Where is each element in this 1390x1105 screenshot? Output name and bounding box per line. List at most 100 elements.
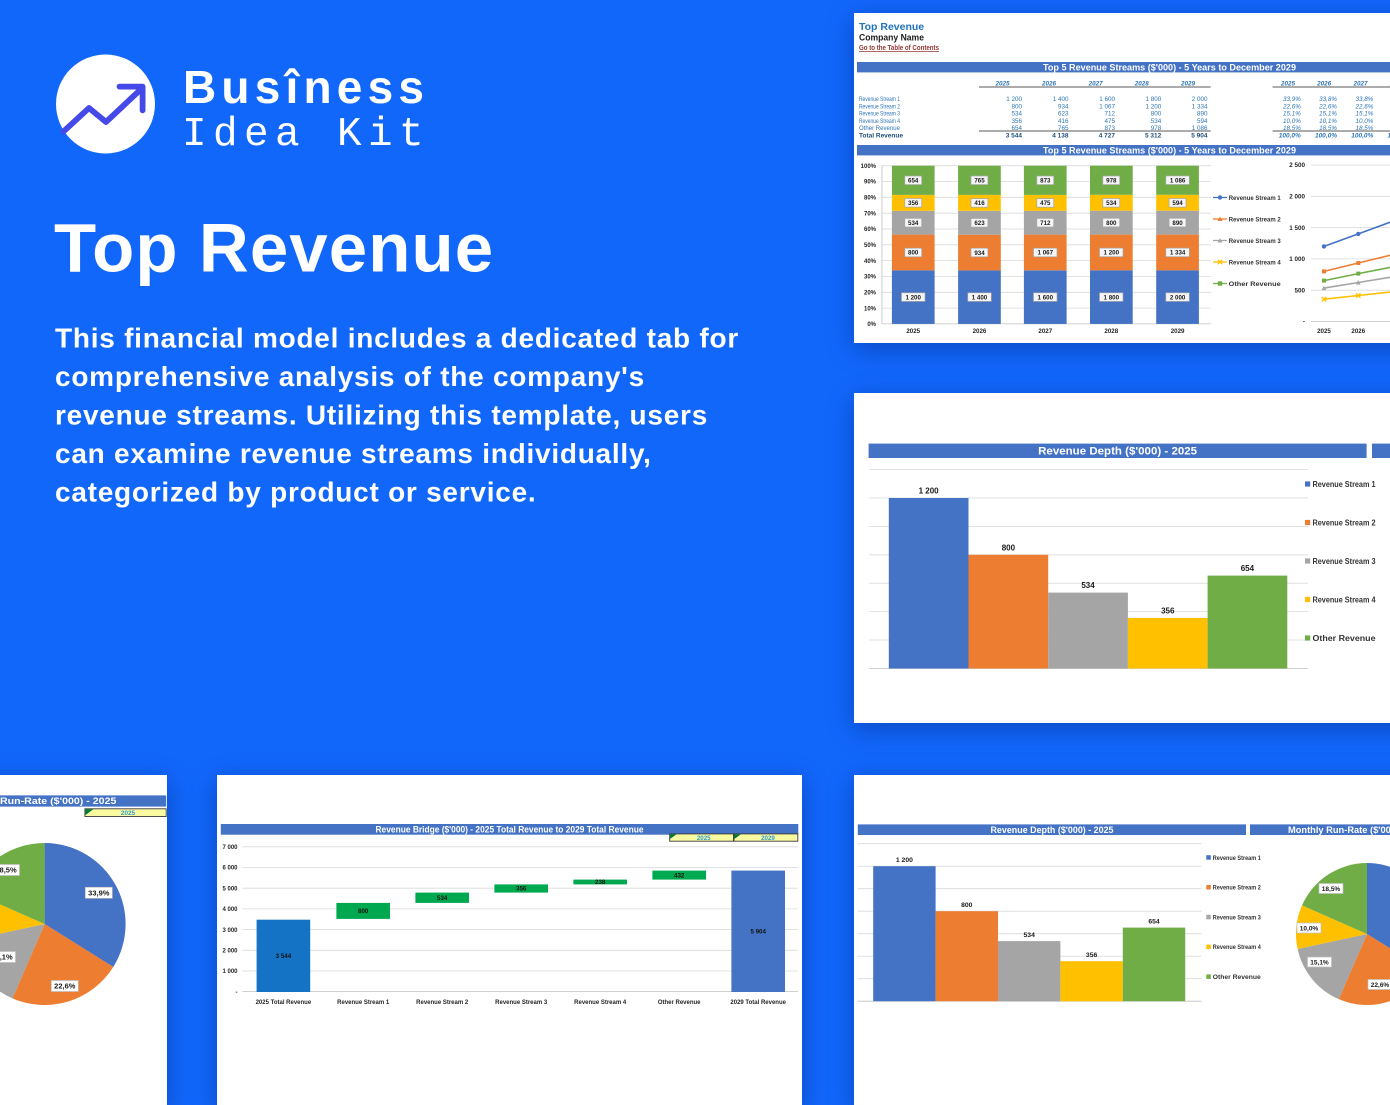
svg-text:60%: 60% <box>864 227 877 233</box>
svg-text:7 000: 7 000 <box>222 845 238 851</box>
svg-text:890: 890 <box>1197 111 1208 118</box>
svg-text:3 544: 3 544 <box>1006 133 1023 140</box>
svg-text:40%: 40% <box>864 259 877 265</box>
svg-text:356: 356 <box>516 886 527 893</box>
svg-text:1 400: 1 400 <box>1053 96 1069 103</box>
svg-text:432: 432 <box>674 872 685 879</box>
svg-text:534: 534 <box>1151 118 1162 125</box>
svg-text:90%: 90% <box>864 180 877 186</box>
svg-text:934: 934 <box>974 250 985 257</box>
svg-text:Total Revenue: Total Revenue <box>859 133 903 140</box>
svg-text:534: 534 <box>1024 932 1036 939</box>
svg-text:30%: 30% <box>864 275 877 281</box>
svg-text:33,8%: 33,8% <box>1355 96 1373 103</box>
svg-text:Revenue Stream 2: Revenue Stream 2 <box>1313 518 1376 527</box>
svg-text:2026: 2026 <box>1041 80 1057 87</box>
svg-text:10,1%: 10,1% <box>1319 118 1337 125</box>
svg-text:416: 416 <box>974 200 985 207</box>
svg-text:categorized by product or serv: categorized by product or service. <box>55 477 536 508</box>
svg-text:1 067: 1 067 <box>1099 103 1115 110</box>
svg-text:-: - <box>1303 319 1305 326</box>
svg-text:80%: 80% <box>864 196 877 202</box>
svg-text:1 400: 1 400 <box>972 294 988 301</box>
svg-text:revenue streams. Utilizing thi: revenue streams. Utilizing this template… <box>55 400 708 431</box>
svg-text:18,5%: 18,5% <box>1319 125 1337 132</box>
svg-text:978: 978 <box>1151 125 1162 132</box>
svg-text:594: 594 <box>1172 200 1183 207</box>
svg-text:416: 416 <box>1058 118 1069 125</box>
svg-text:100%: 100% <box>861 164 877 170</box>
svg-text:654: 654 <box>908 178 919 185</box>
svg-text:Revenue Stream 1: Revenue Stream 1 <box>1213 855 1261 862</box>
svg-text:comprehensive analysis of the: comprehensive analysis of the company's <box>55 361 645 392</box>
svg-text:100,0%: 100,0% <box>1388 133 1390 140</box>
svg-text:Revenue Stream 3: Revenue Stream 3 <box>859 111 900 118</box>
svg-text:800: 800 <box>1106 220 1117 227</box>
svg-text:15,1%: 15,1% <box>1310 959 1329 966</box>
svg-text:1 000: 1 000 <box>222 969 238 975</box>
svg-text:2029: 2029 <box>761 835 775 842</box>
svg-text:15,1%: 15,1% <box>1319 111 1337 118</box>
svg-text:Revenue Depth ($'000) - 2025: Revenue Depth ($'000) - 2025 <box>991 825 1114 835</box>
svg-text:2 500: 2 500 <box>1289 162 1305 169</box>
svg-text:534: 534 <box>437 895 448 902</box>
svg-text:1 500: 1 500 <box>1289 225 1305 232</box>
svg-text:Revenue Stream 3: Revenue Stream 3 <box>495 1000 548 1006</box>
svg-text:2027: 2027 <box>1038 328 1052 335</box>
svg-text:934: 934 <box>1058 103 1069 110</box>
svg-text:Revenue Stream 1: Revenue Stream 1 <box>1313 480 1376 489</box>
svg-text:70%: 70% <box>864 211 877 217</box>
svg-text:2 000: 2 000 <box>1192 96 1208 103</box>
svg-text:654: 654 <box>1148 919 1160 926</box>
svg-text:2025: 2025 <box>1317 328 1331 335</box>
svg-text:2026: 2026 <box>973 328 987 335</box>
svg-text:534: 534 <box>1081 581 1095 590</box>
svg-text:20%: 20% <box>864 291 877 297</box>
svg-text:873: 873 <box>1104 125 1115 132</box>
svg-text:18,5%: 18,5% <box>1283 125 1301 132</box>
svg-text:Other Revenue: Other Revenue <box>1229 281 1281 288</box>
svg-text:534: 534 <box>1011 111 1022 118</box>
svg-text:623: 623 <box>974 220 985 227</box>
svg-text:Top Revenue: Top Revenue <box>54 210 494 287</box>
svg-text:Top 5 Revenue Streams ($'000): Top 5 Revenue Streams ($'000) - 5 Years … <box>1043 62 1296 73</box>
svg-text:978: 978 <box>1106 178 1117 185</box>
svg-text:Monthly Run-Rate ($'000) - 202: Monthly Run-Rate ($'000) - 2025 <box>1288 825 1390 835</box>
svg-text:4 727: 4 727 <box>1099 133 1116 140</box>
svg-text:1 086: 1 086 <box>1170 178 1186 185</box>
svg-text:22,6%: 22,6% <box>1318 103 1337 110</box>
svg-text:2027: 2027 <box>1352 80 1368 87</box>
svg-text:2 000: 2 000 <box>1170 294 1186 301</box>
svg-text:Revenue Stream 4: Revenue Stream 4 <box>574 1000 627 1006</box>
svg-text:1 200: 1 200 <box>919 487 940 496</box>
svg-text:15,1%: 15,1% <box>0 953 13 962</box>
svg-text:1 067: 1 067 <box>1038 250 1054 257</box>
svg-text:18,5%: 18,5% <box>0 866 17 875</box>
svg-text:1 200: 1 200 <box>1104 250 1120 257</box>
svg-text:2028: 2028 <box>1389 80 1390 87</box>
svg-text:Revenue Stream 1: Revenue Stream 1 <box>1229 195 1281 202</box>
svg-text:Busîness: Busîness <box>183 61 429 113</box>
svg-text:873: 873 <box>1040 178 1051 185</box>
svg-text:15,1%: 15,1% <box>1355 111 1373 118</box>
svg-text:Revenue Stream 4: Revenue Stream 4 <box>1229 259 1281 266</box>
svg-text:Revenue Depth ($'000) - 2025: Revenue Depth ($'000) - 2025 <box>1038 446 1197 458</box>
svg-text:Top 5 Revenue Streams ($'000): Top 5 Revenue Streams ($'000) - 5 Years … <box>1043 145 1296 156</box>
svg-text:4 000: 4 000 <box>222 907 238 913</box>
svg-text:Go to the Table of Contents: Go to the Table of Contents <box>859 43 939 52</box>
svg-text:1 600: 1 600 <box>1038 294 1054 301</box>
svg-text:22,6%: 22,6% <box>1282 103 1301 110</box>
svg-text:100,0%: 100,0% <box>1279 133 1301 140</box>
svg-text:356: 356 <box>908 200 919 207</box>
svg-text:33,9%: 33,9% <box>88 889 110 898</box>
svg-text:1 086: 1 086 <box>1192 125 1208 132</box>
svg-text:Revenue Stream 1: Revenue Stream 1 <box>337 1000 390 1006</box>
svg-text:This financial model includes: This financial model includes a dedicate… <box>55 322 739 353</box>
svg-text:2025: 2025 <box>697 835 711 842</box>
svg-text:10,0%: 10,0% <box>1283 118 1301 125</box>
svg-text:Run-Rate ($'000) - 2025: Run-Rate ($'000) - 2025 <box>0 796 116 806</box>
svg-text:475: 475 <box>1040 200 1051 207</box>
svg-text:623: 623 <box>1058 111 1069 118</box>
svg-text:10,0%: 10,0% <box>1300 925 1319 932</box>
svg-text:238: 238 <box>595 879 606 886</box>
